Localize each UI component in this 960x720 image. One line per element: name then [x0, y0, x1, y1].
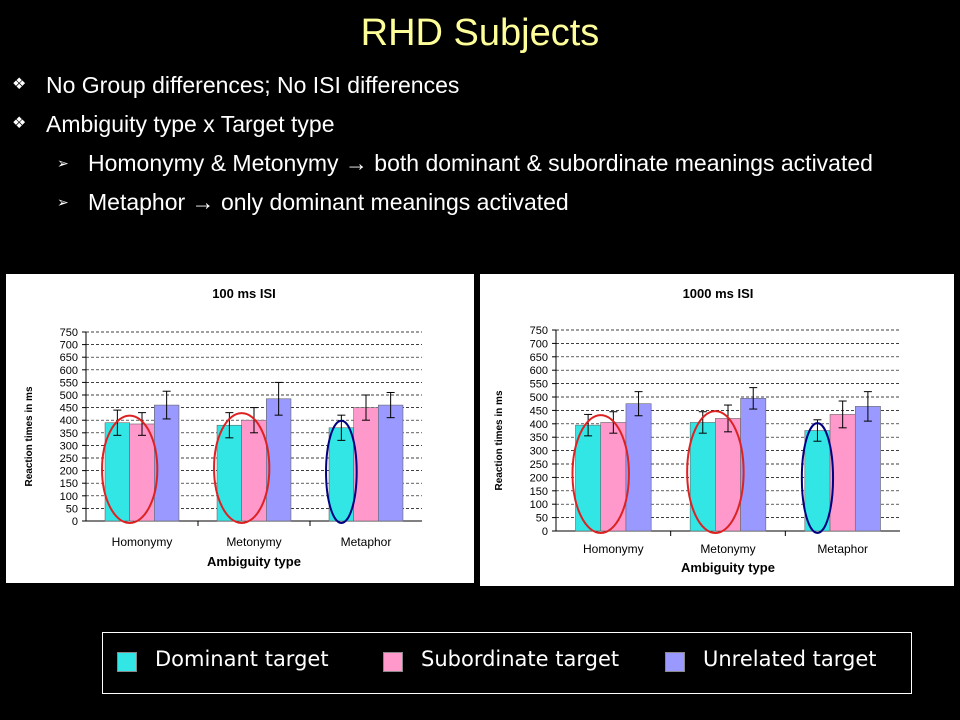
y-tick-label: 0	[542, 526, 548, 538]
diamond-bullet-icon: ❖	[12, 115, 27, 132]
chart-title: 100 ms ISI	[212, 286, 276, 301]
bullet-item: ❖ No Group differences; No ISI differenc…	[12, 70, 942, 100]
y-tick-label: 750	[60, 327, 78, 339]
y-tick-label: 350	[530, 432, 548, 444]
legend-label-unrelated: Unrelated target	[703, 647, 877, 671]
legend-label-dominant: Dominant target	[155, 647, 329, 671]
y-tick-label: 550	[60, 377, 78, 389]
y-tick-label: 750	[530, 325, 548, 337]
bar	[689, 422, 716, 532]
highlight-ellipse	[686, 410, 745, 534]
chart-panel-1000ms: 1000 ms ISI 0 50 100 150 200 250 300 350 400 450 50…	[480, 274, 954, 586]
sub-bullet-item: ➢ Homonymy & Metonymy → both dominant & …	[12, 148, 942, 178]
y-tick-label: 150	[60, 478, 78, 490]
bar	[378, 404, 404, 522]
bar	[575, 424, 602, 532]
bar	[804, 430, 831, 532]
diamond-bullet-icon: ❖	[12, 76, 27, 93]
y-tick-label: 500	[60, 390, 78, 402]
y-tick-label: 700	[530, 338, 548, 350]
y-tick-label: 650	[60, 352, 78, 364]
y-tick-label: 50	[66, 503, 78, 515]
bar	[740, 398, 767, 532]
bar	[154, 404, 180, 522]
bar	[353, 407, 379, 522]
bar-chart-100ms: 100 ms ISI 050100150200250300350400450500…	[24, 286, 422, 569]
y-tick-label: 100	[530, 499, 548, 511]
chart-panel-100ms: 100 ms ISI 0 50 100 150 200 250 300 350 400 450 500…	[6, 274, 474, 583]
y-tick-label: 150	[530, 486, 548, 498]
y-axis-label: Reaction times in ms	[24, 386, 35, 486]
slide-title: RHD Subjects	[360, 12, 600, 54]
sub-bullet-text: Homonymy & Metonymy → both dominant & su…	[88, 150, 873, 176]
highlight-ellipse	[213, 412, 271, 524]
y-tick-label: 450	[60, 403, 78, 415]
bullet-text: Ambiguity type x Target type	[46, 111, 335, 137]
y-tick-label: 300	[60, 440, 78, 452]
x-tick-label: Homonymy	[583, 542, 644, 556]
y-tick-label: 700	[60, 340, 78, 352]
y-tick-label: 600	[530, 365, 548, 377]
bullet-text: No Group differences; No ISI differences	[46, 72, 460, 98]
legend-swatch-subordinate	[383, 652, 403, 672]
y-axis-label: Reaction times in ms	[494, 390, 505, 490]
y-tick-label: 400	[60, 415, 78, 427]
x-tick-label: Homonymy	[112, 535, 173, 549]
bar	[216, 424, 242, 522]
highlight-ellipse	[800, 422, 835, 535]
y-tick-label: 200	[60, 466, 78, 478]
y-tick-label: 100	[60, 491, 78, 503]
y-tick-label: 0	[72, 516, 78, 528]
x-tick-label: Metaphor	[341, 535, 392, 549]
y-tick-label: 350	[60, 428, 78, 440]
x-tick-label: Metonymy	[700, 542, 755, 556]
y-tick-label: 250	[60, 453, 78, 465]
sub-bullet-text: Metaphor → only dominant meanings activa…	[88, 189, 569, 215]
y-tick-label: 50	[536, 513, 548, 525]
y-tick-label: 450	[530, 405, 548, 417]
bullet-list: ❖ No Group differences; No ISI differenc…	[12, 70, 942, 226]
y-tick-label: 500	[530, 392, 548, 404]
bar	[328, 427, 354, 522]
sub-bullet-item: ➢ Metaphor → only dominant meanings acti…	[12, 187, 942, 217]
y-tick-label: 600	[60, 365, 78, 377]
highlight-ellipse	[571, 414, 630, 535]
y-tick-label: 550	[530, 379, 548, 391]
y-tick-label: 300	[530, 446, 548, 458]
y-tick-label: 250	[530, 459, 548, 471]
highlight-ellipse	[325, 419, 358, 524]
highlight-ellipse	[101, 414, 159, 524]
x-axis-label: Ambiguity type	[207, 554, 301, 569]
legend-swatch-unrelated	[665, 652, 685, 672]
y-tick-label: 400	[530, 419, 548, 431]
arrowhead-bullet-icon: ➢	[57, 155, 69, 171]
y-tick-label: 200	[530, 472, 548, 484]
bullet-item: ❖ Ambiguity type x Target type	[12, 109, 942, 139]
legend-swatch-dominant	[117, 652, 137, 672]
y-tick-label: 650	[530, 352, 548, 364]
x-axis-label: Ambiguity type	[681, 560, 775, 575]
bar	[625, 403, 652, 532]
arrowhead-bullet-icon: ➢	[57, 194, 69, 210]
legend-label-subordinate: Subordinate target	[421, 647, 620, 671]
bar	[854, 406, 881, 532]
legend-box: Dominant target Subordinate target Unrel…	[102, 632, 912, 694]
x-tick-label: Metaphor	[817, 542, 868, 556]
chart-title: 1000 ms ISI	[683, 286, 754, 301]
x-tick-label: Metonymy	[226, 535, 281, 549]
